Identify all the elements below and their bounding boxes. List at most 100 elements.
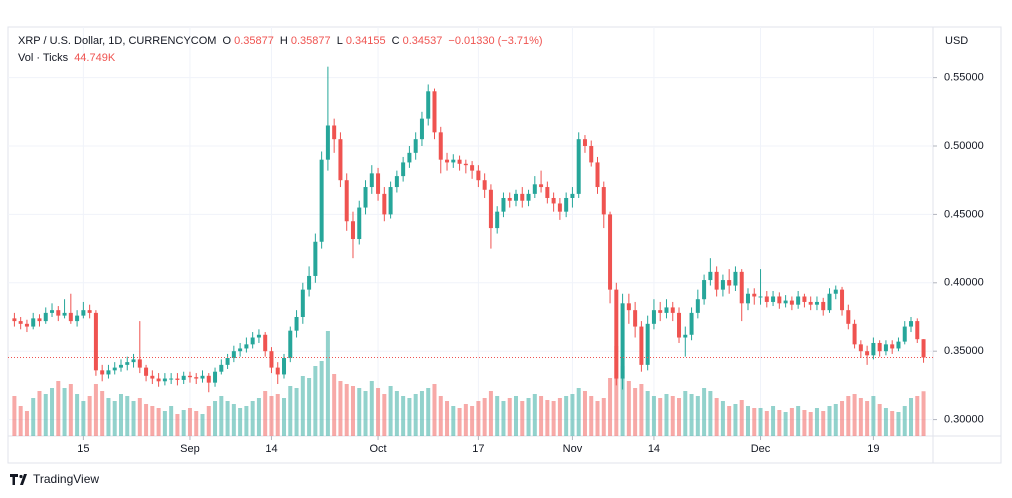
candle-body — [162, 378, 167, 382]
volume-bar — [56, 381, 61, 436]
volume-bar — [432, 384, 437, 436]
candle-body — [87, 310, 92, 313]
volume-bar — [727, 406, 732, 436]
volume-bar — [633, 388, 638, 436]
volume-bar — [106, 398, 111, 436]
candle-body — [501, 197, 506, 212]
candle-body — [100, 370, 105, 375]
candle-body — [131, 359, 136, 363]
volume-bar — [821, 411, 826, 436]
candle-body — [909, 321, 914, 327]
candle-body — [689, 312, 694, 335]
y-tick-label: 0.55000 — [944, 72, 984, 84]
volume-bar — [438, 396, 443, 436]
grid — [8, 27, 933, 436]
volume-bar — [12, 396, 17, 436]
candle-body — [495, 211, 500, 229]
y-axis-title: USD — [945, 35, 968, 47]
volume-bar — [463, 404, 468, 436]
candle-body — [714, 271, 719, 290]
volume-bar — [451, 406, 456, 436]
candle-body — [526, 193, 531, 201]
volume-bar — [814, 408, 819, 436]
candle-body — [269, 351, 274, 368]
volume-bar — [338, 381, 343, 436]
volume-bar — [319, 361, 324, 436]
volume-bar — [225, 401, 230, 436]
candle-body — [764, 296, 769, 302]
volume-bar — [419, 391, 424, 436]
candle-body — [777, 296, 782, 304]
candle-body — [432, 91, 437, 133]
candle-body — [363, 187, 368, 208]
candle-body — [263, 334, 268, 352]
x-tick-label: 19 — [867, 443, 879, 455]
volume-bar — [288, 386, 293, 436]
volume-bar — [626, 381, 631, 436]
ohlc-value: 0.35877 — [290, 35, 331, 47]
volume-bar — [350, 386, 355, 436]
candle-body — [582, 139, 587, 147]
candle-body — [24, 323, 29, 327]
symbol-legend: XRP / U.S. Dollar, 1D, CURRENCYCOM O 0.35… — [18, 35, 546, 47]
candle-body — [12, 318, 17, 322]
candle-body — [789, 300, 794, 305]
volume-bar — [777, 410, 782, 436]
candle-body — [43, 312, 48, 322]
volume-bar — [488, 391, 493, 436]
volume-bar — [551, 401, 556, 436]
candle-body — [733, 271, 738, 286]
candle-body — [520, 193, 525, 201]
volume-bar — [81, 401, 86, 436]
volume-bar — [482, 398, 487, 436]
volume-bar — [37, 391, 42, 436]
volume-bar — [827, 406, 832, 436]
ohlc-label: O — [222, 35, 232, 47]
volume-bar — [131, 401, 136, 436]
volume-bar — [514, 396, 518, 436]
candle-body — [651, 310, 656, 324]
candle-body — [81, 310, 86, 316]
candle-body — [250, 337, 255, 345]
y-tick-label: 0.40000 — [944, 277, 984, 289]
candle-body — [313, 241, 318, 276]
volume-bar — [313, 366, 318, 436]
volume-bar — [582, 391, 587, 436]
candle-body — [294, 316, 299, 331]
ohlc-label: H — [279, 35, 288, 47]
volume-bar — [670, 396, 675, 436]
volume-bar — [576, 388, 581, 436]
volume-bar — [789, 408, 794, 436]
candle-body — [137, 359, 142, 368]
candle-body — [319, 159, 324, 242]
candle-body — [752, 293, 757, 297]
candle-body — [814, 301, 819, 305]
x-tick-label: 17 — [472, 443, 484, 455]
candle-body — [187, 375, 192, 378]
volume-bar — [495, 396, 500, 436]
volume-bar — [219, 396, 224, 436]
candle-body — [445, 159, 450, 163]
candle-body — [288, 330, 293, 359]
candle-body — [457, 159, 462, 164]
brand-name: TradingView — [33, 472, 99, 486]
volume-bar — [589, 396, 594, 436]
candle-body — [796, 296, 801, 305]
candle-body — [727, 280, 732, 286]
candle-body — [31, 318, 36, 327]
volume-bar — [739, 400, 744, 436]
volume-bar — [407, 398, 412, 436]
x-tick-label: 15 — [77, 443, 89, 455]
volume-bar — [250, 401, 255, 436]
volume-bar — [307, 378, 312, 436]
candle-body — [608, 214, 613, 290]
candle-body — [896, 341, 901, 349]
volume-bar — [332, 374, 337, 436]
volume-bar — [708, 391, 713, 436]
volume-bar — [445, 401, 450, 436]
volume-bar — [112, 401, 117, 436]
candle-body — [614, 289, 619, 379]
candle-body — [350, 221, 355, 240]
candle-body — [739, 271, 744, 304]
